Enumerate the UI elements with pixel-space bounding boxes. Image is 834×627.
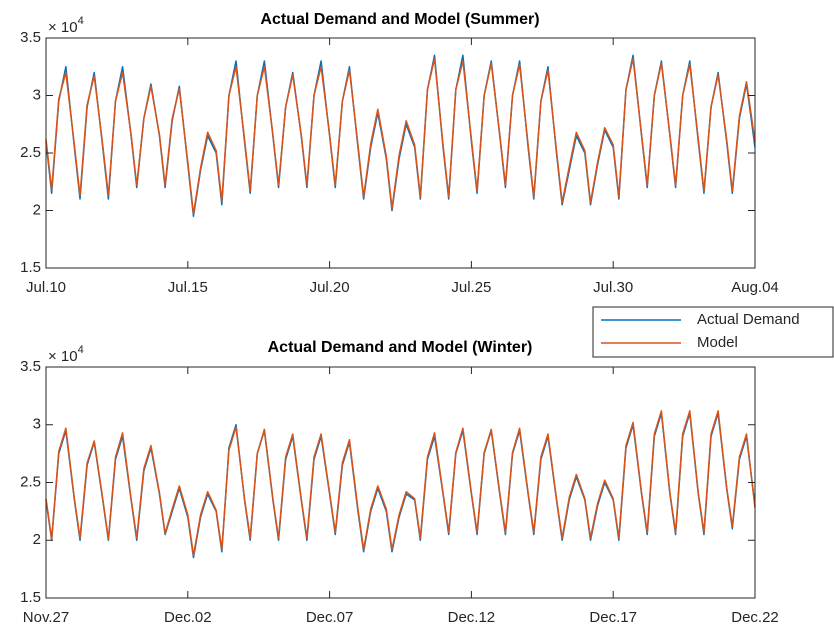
x-tick-label: Jul.30 — [593, 279, 633, 296]
y-multiplier-base: × 10 — [48, 348, 78, 365]
x-tick-label: Jul.15 — [168, 279, 208, 296]
x-tick-label: Jul.20 — [310, 279, 350, 296]
series-line — [45, 410, 756, 557]
y-multiplier: × 104 — [48, 15, 84, 36]
y-tick-label: 2.5 — [20, 473, 41, 490]
x-tick-label: Dec.17 — [589, 609, 637, 626]
y-tick-label: 2 — [33, 201, 41, 218]
x-tick-label: Dec.07 — [306, 609, 354, 626]
y-multiplier-exponent: 4 — [78, 15, 84, 27]
x-tick-label: Dec.12 — [448, 609, 496, 626]
chart-title: Actual Demand and Model (Winter) — [268, 339, 533, 356]
legend-box — [592, 306, 834, 358]
legend-label: Model — [697, 334, 738, 351]
y-tick-label: 3.5 — [20, 358, 41, 375]
x-tick-label: Aug.04 — [731, 279, 779, 296]
y-tick-label: 2.5 — [20, 144, 41, 161]
y-tick-label: 1.5 — [20, 589, 41, 606]
y-multiplier-base: × 10 — [48, 19, 78, 36]
y-tick-label: 2 — [33, 531, 41, 548]
x-tick-label: Jul.25 — [451, 279, 491, 296]
legend: Actual Demand Model — [592, 306, 834, 358]
chart-title: Actual Demand and Model (Summer) — [260, 11, 539, 28]
series-line — [45, 57, 756, 215]
legend-label: Actual Demand — [697, 311, 800, 328]
y-tick-label: 3.5 — [20, 29, 41, 46]
y-tick-label: 3 — [33, 86, 41, 103]
x-tick-label: Dec.02 — [164, 609, 212, 626]
y-multiplier-exponent: 4 — [78, 344, 84, 356]
y-tick-label: 1.5 — [20, 259, 41, 276]
x-tick-label: Dec.22 — [731, 609, 779, 626]
y-multiplier: × 104 — [48, 344, 84, 365]
plot-area — [46, 367, 755, 598]
y-tick-label: 3 — [33, 416, 41, 433]
x-tick-label: Jul.10 — [26, 279, 66, 296]
x-tick-label: Nov.27 — [23, 609, 69, 626]
